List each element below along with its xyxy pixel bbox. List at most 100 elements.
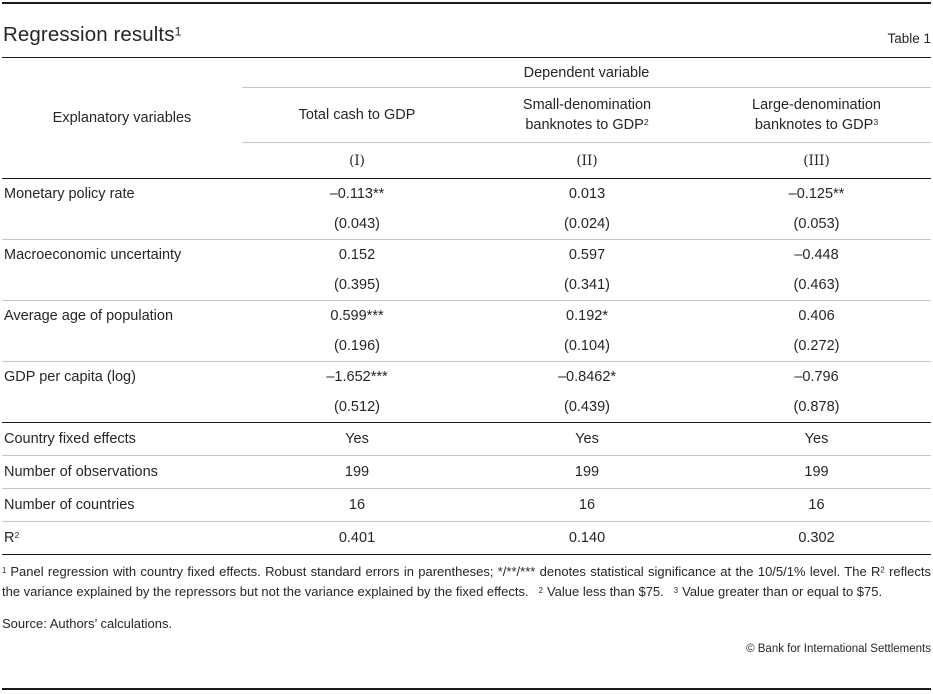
cell: 199 [472,455,702,489]
standard-error: (0.196) [334,338,380,354]
table-row-number-of-countries: Number of countries 16 16 16 [2,488,931,522]
table-row-monetary-policy-rate: Monetary policy rate –0.113** (0.043) 0.0… [2,178,931,240]
footnote-1-marker: 1 [2,565,7,575]
standard-error: (0.043) [334,216,380,232]
cell: –1.652*** (0.512) [242,361,472,423]
footnote-3-marker: 3 [673,585,679,595]
top-rule [2,2,931,4]
table-row-number-of-observations: Number of observations 199 199 199 [2,455,931,489]
cell: –0.113** (0.043) [242,178,472,240]
coefficient-value: 0.013 [568,186,606,202]
cell: 0.302 [702,521,931,555]
standard-error: (0.512) [334,399,380,415]
row-label: Average age of population [2,300,242,362]
column-numeral-1: (I) [242,142,472,179]
table-row-gdp-per-capita: GDP per capita (log) –1.652*** (0.512) –0… [2,361,931,423]
cell: 0.406 (0.272) [702,300,931,362]
coefficient-value: –0.125** [788,186,845,202]
coefficient-value: –0.113** [329,186,385,202]
column-title-row: Total cash to GDP Small-denomination bank… [2,87,931,143]
row-label: GDP per capita (log) [2,361,242,423]
row-label: Monetary policy rate [2,178,242,240]
standard-error: (0.104) [564,338,610,354]
cell: 0.140 [472,521,702,555]
cell: 0.401 [242,521,472,555]
cell: 16 [472,488,702,522]
standard-error: (0.272) [793,338,840,354]
spanner-row: Explanatory variables Dependent variable [2,57,931,179]
table-row-country-fixed-effects: Country fixed effects Yes Yes Yes [2,422,931,456]
column-numeral-row: (I) (II) (III) [2,142,931,179]
coefficient-value: 0.192* [566,308,608,324]
cell: –0.125** (0.053) [702,178,931,240]
column-header-large-denomination: Large-denomination banknotes to GDP3 [702,87,931,143]
footnote-3-text: Value greater than or equal to $75. [682,584,883,599]
bottom-rule [2,688,931,690]
standard-error: (0.053) [793,216,840,232]
coefficient-value: –0.448 [794,247,839,263]
coefficient-value: 0.597 [568,247,606,263]
table-row-average-age: Average age of population 0.599*** (0.196… [2,300,931,362]
cell: –0.8462* (0.439) [472,361,702,423]
cell: –0.796 (0.878) [702,361,931,423]
cell: –0.448 (0.463) [702,239,931,301]
footnotes: 1 Panel regression with country fixed eff… [2,562,931,602]
source-line: Source: Authors’ calculations. [2,616,173,631]
column-header-footnote-marker: 3 [873,117,879,128]
row-label: Macroeconomic uncertainty [2,239,242,301]
standard-error: (0.439) [564,399,610,415]
column-header-text: Large-denomination [752,97,881,113]
cell: 199 [242,455,472,489]
footnote-1-text: Panel regression with country fixed effe… [10,564,881,579]
copyright-notice: © Bank for International Settlements [746,643,931,655]
standard-error: (0.024) [564,216,610,232]
cell: 199 [702,455,931,489]
cell: 0.013 (0.024) [472,178,702,240]
cell: Yes [472,422,702,456]
column-header-footnote-marker: 2 [643,117,649,128]
standard-error: (0.395) [334,277,380,293]
footnote-2-text: Value less than $75. [546,584,664,599]
footnote-2-marker: 2 [538,585,543,595]
column-header-total-cash: Total cash to GDP [242,87,472,143]
coefficient-value: –0.796 [794,369,839,385]
column-header-text: banknotes to GDP [754,117,874,133]
r-squared-exponent: 2 [880,565,885,575]
standard-error: (0.463) [793,277,840,293]
standard-error: (0.341) [564,277,610,293]
cell: 0.597 (0.341) [472,239,702,301]
table-number-label: Table 1 [887,31,931,46]
page-title: Regression results1 [3,23,182,47]
column-header-text: banknotes to GDP [525,117,644,133]
page-title-footnote-marker: 1 [174,24,182,39]
column-header-text: Total cash to GDP [298,107,416,123]
row-label: R2 [2,521,242,555]
column-header-small-denomination: Small-denomination banknotes to GDP2 [472,87,702,143]
coefficient-value: 0.599*** [330,308,384,324]
r-squared-base: R [4,530,15,546]
stub-header-cell: Explanatory variables [2,57,242,179]
table-row-macroeconomic-uncertainty: Macroeconomic uncertainty 0.152 (0.395) 0… [2,239,931,301]
row-label: Number of countries [2,488,242,522]
cell: 16 [242,488,472,522]
row-label: Number of observations [2,455,242,489]
cell: 0.599*** (0.196) [242,300,472,362]
coefficient-value: –0.8462* [557,369,617,385]
column-header-text: Small-denomination [522,97,652,113]
cell: 16 [702,488,931,522]
footnote-1-text: reflects the variance explained by the r… [2,564,931,599]
cell: Yes [702,422,931,456]
page-title-text: Regression results [3,23,175,46]
table-row-r-squared: R2 0.401 0.140 0.302 [2,521,931,555]
stub-header-label: Explanatory variables [52,110,192,126]
coefficient-value: –1.652*** [326,369,388,385]
standard-error: (0.878) [793,399,840,415]
coefficient-value: 0.406 [798,308,835,324]
cell: 0.192* (0.104) [472,300,702,362]
column-numeral-3: (III) [702,142,931,179]
row-label: Country fixed effects [2,422,242,456]
r-squared-exponent: 2 [14,530,20,541]
regression-table: Explanatory variables Dependent variable… [2,57,931,555]
cell: Yes [242,422,472,456]
